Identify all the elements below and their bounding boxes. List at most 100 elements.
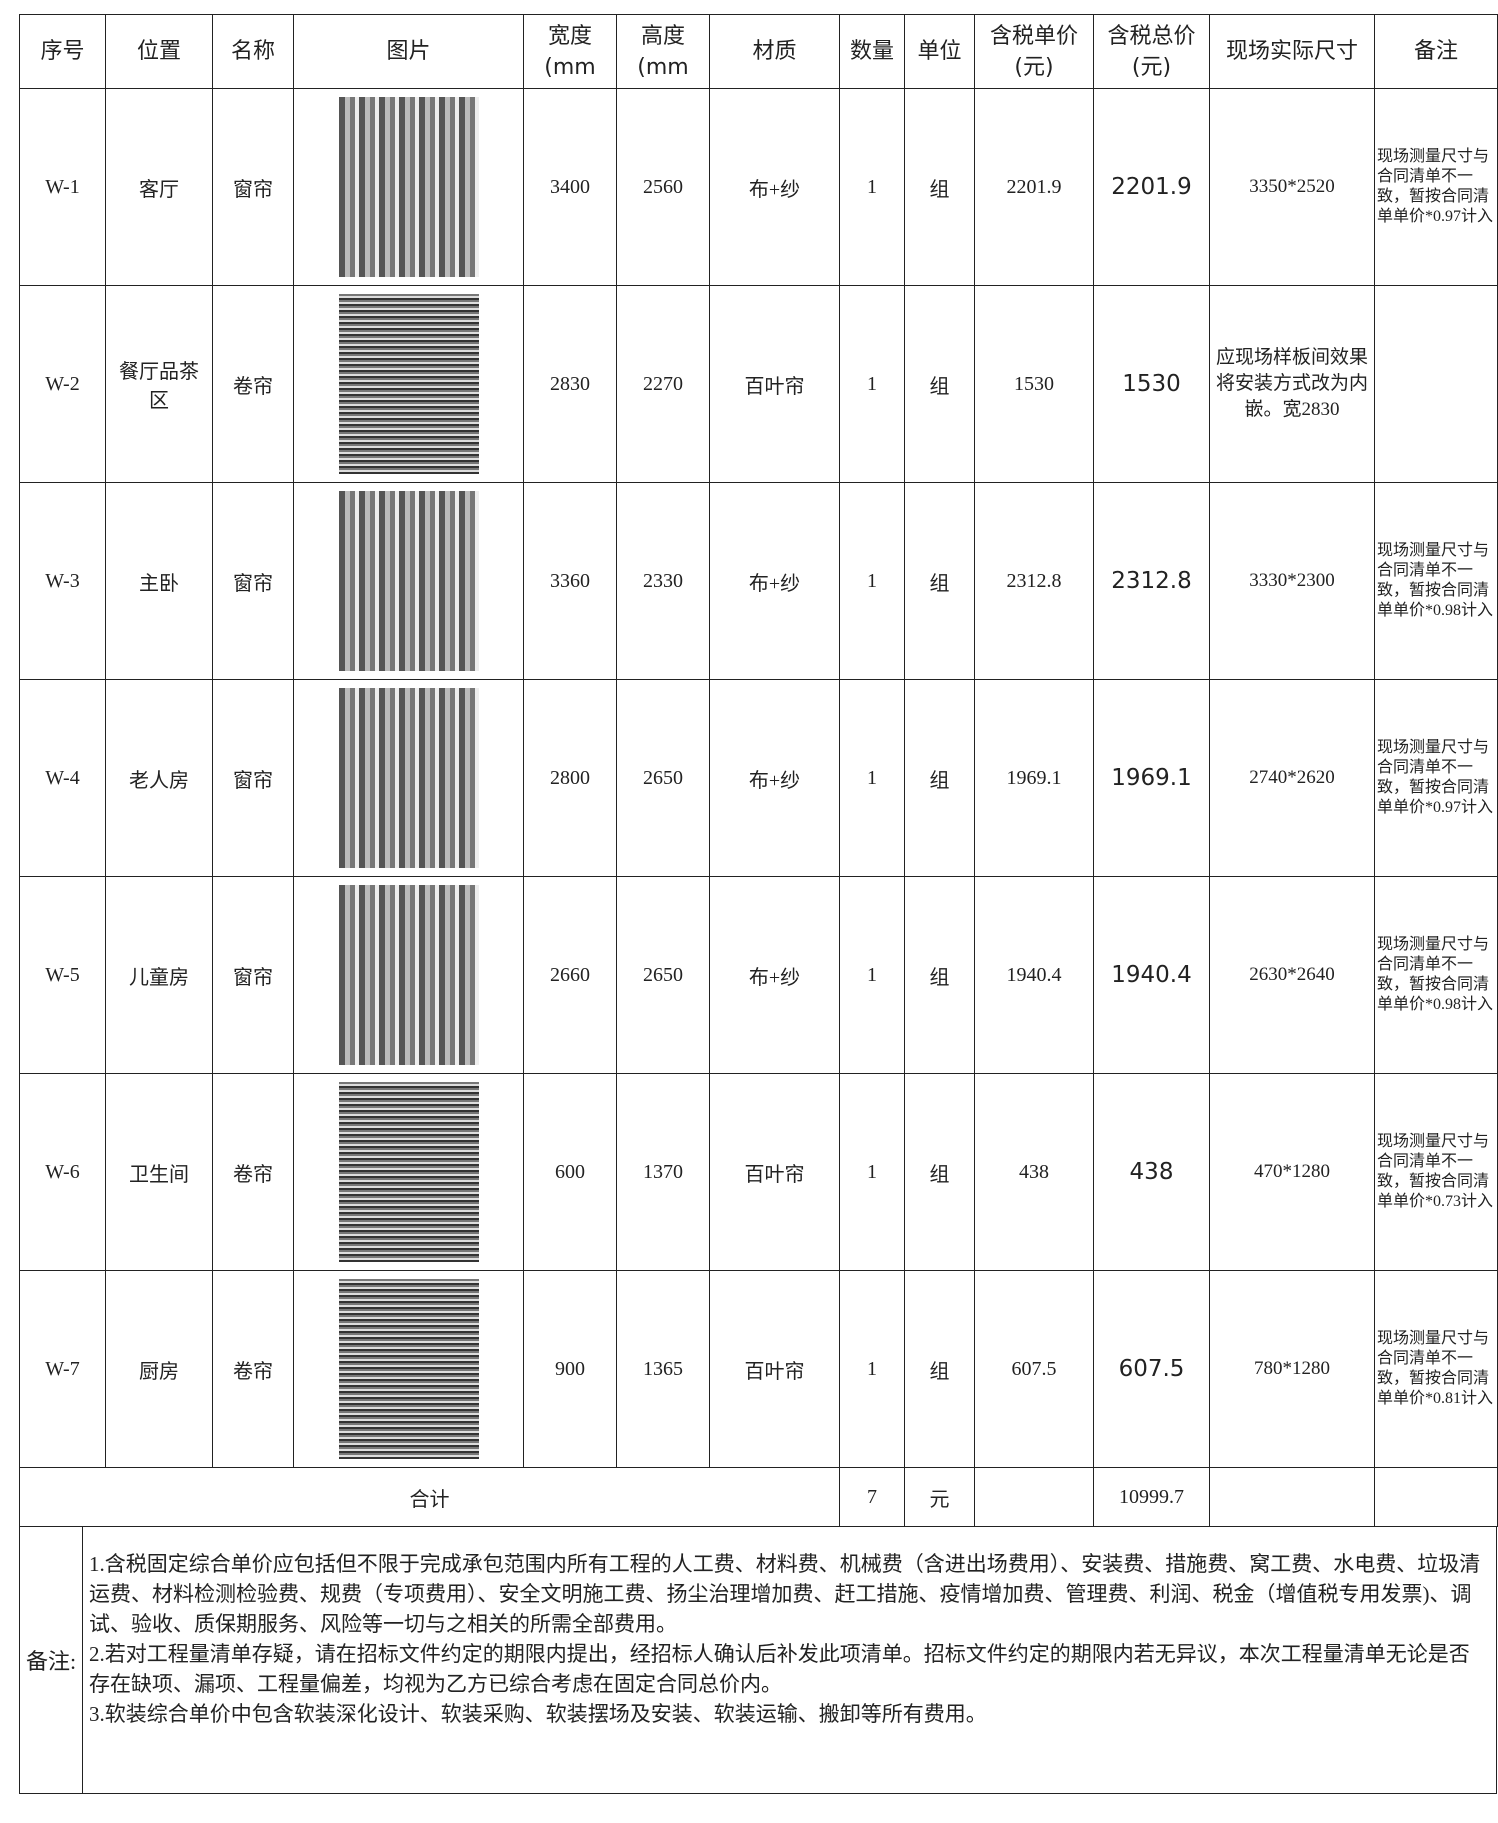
height-cell: 2650 xyxy=(616,679,710,877)
width-cell: 900 xyxy=(523,1270,617,1468)
width-cell: 3400 xyxy=(523,88,617,286)
id-cell: W-5 xyxy=(19,876,106,1074)
empty-cell xyxy=(1374,1467,1498,1527)
total-price-cell: 2201.9 xyxy=(1093,88,1210,286)
total-price: 10999.7 xyxy=(1093,1467,1210,1527)
material-cell: 布+纱 xyxy=(709,88,840,286)
table-row: W-3 主卧 窗帘 3360 2330 布+纱 1 组 2312.8 2312.8 3330*230… xyxy=(19,482,1498,680)
header-cell: 位置 xyxy=(105,14,213,89)
name-cell: 卷帘 xyxy=(212,1270,294,1468)
picture-cell xyxy=(293,876,524,1074)
width-cell: 600 xyxy=(523,1073,617,1271)
total-price-cell: 607.5 xyxy=(1093,1270,1210,1468)
table-row: W-2 餐厅品茶区 卷帘 2830 2270 百叶帘 1 组 1530 1530 应现场样板间效果将… xyxy=(19,285,1498,483)
unit-price-cell: 438 xyxy=(974,1073,1094,1271)
name-cell: 窗帘 xyxy=(212,679,294,877)
name-cell: 窗帘 xyxy=(212,88,294,286)
header-cell: 材质 xyxy=(709,14,840,89)
actual-size-cell: 2740*2620 xyxy=(1209,679,1375,877)
total-label: 合计 xyxy=(19,1467,840,1527)
remark-cell: 现场测量尺寸与合同清单不一致，暂按合同清单单价*0.97计入 xyxy=(1374,679,1498,877)
actual-size-cell: 470*1280 xyxy=(1209,1073,1375,1271)
total-row: 合计 7 元 10999.7 xyxy=(19,1467,1498,1527)
unit-price-cell: 2312.8 xyxy=(974,482,1094,680)
notes-body: 1.含税固定综合单价应包括但不限于完成承包范围内所有工程的人工费、材料费、机械费… xyxy=(83,1527,1496,1793)
header-cell: 现场实际尺寸 xyxy=(1209,14,1375,89)
header-cell: 含税总价 (元) xyxy=(1093,14,1210,89)
curtain-picture xyxy=(338,688,479,868)
qty-cell: 1 xyxy=(839,876,905,1074)
total-qty: 7 xyxy=(839,1467,905,1527)
picture-cell xyxy=(293,1073,524,1271)
name-cell: 卷帘 xyxy=(212,285,294,483)
location-cell: 卫生间 xyxy=(105,1073,213,1271)
location-cell: 老人房 xyxy=(105,679,213,877)
height-cell: 2270 xyxy=(616,285,710,483)
id-cell: W-6 xyxy=(19,1073,106,1271)
actual-size-cell: 3330*2300 xyxy=(1209,482,1375,680)
qty-cell: 1 xyxy=(839,482,905,680)
note-item: 1.含税固定综合单价应包括但不限于完成承包范围内所有工程的人工费、材料费、机械费… xyxy=(89,1552,1481,1636)
empty-cell xyxy=(1374,285,1498,483)
unit-price-cell: 2201.9 xyxy=(974,88,1094,286)
unit-cell: 组 xyxy=(904,1073,975,1271)
table-row: W-5 儿童房 窗帘 2660 2650 布+纱 1 组 1940.4 1940.4 2630*26… xyxy=(19,876,1498,1074)
qty-cell: 1 xyxy=(839,285,905,483)
header-cell: 名称 xyxy=(212,14,294,89)
location-cell: 儿童房 xyxy=(105,876,213,1074)
material-cell: 布+纱 xyxy=(709,482,840,680)
id-cell: W-3 xyxy=(19,482,106,680)
unit-price-cell: 1969.1 xyxy=(974,679,1094,877)
picture-cell xyxy=(293,1270,524,1468)
remark-cell: 现场测量尺寸与合同清单不一致，暂按合同清单单价*0.98计入 xyxy=(1374,876,1498,1074)
quote-table: 序号 位置 名称 图片 宽度 (mm 高度 (mm 材质 数量 单位 含税单价 (元) 含税总价 (… xyxy=(19,14,1498,1527)
empty-cell xyxy=(1209,1467,1375,1527)
table-body: W-1 客厅 窗帘 3400 2560 布+纱 1 组 2201.9 2201.9 3350*252… xyxy=(19,88,1498,1527)
id-cell: W-7 xyxy=(19,1270,106,1468)
note-item: 2.若对工程量清单存疑，请在招标文件约定的期限内提出，经招标人确认后补发此项清单… xyxy=(89,1642,1470,1696)
unit-cell: 组 xyxy=(904,482,975,680)
document: 序号 位置 名称 图片 宽度 (mm 高度 (mm 材质 数量 单位 含税单价 (元) 含税总价 (… xyxy=(19,14,1498,1794)
curtain-picture xyxy=(338,97,479,277)
height-cell: 2650 xyxy=(616,876,710,1074)
unit-cell: 组 xyxy=(904,876,975,1074)
total-unit: 元 xyxy=(904,1467,975,1527)
unit-cell: 组 xyxy=(904,679,975,877)
height-cell: 1370 xyxy=(616,1073,710,1271)
location-cell: 客厅 xyxy=(105,88,213,286)
picture-cell xyxy=(293,88,524,286)
qty-cell: 1 xyxy=(839,1073,905,1271)
header-row: 序号 位置 名称 图片 宽度 (mm 高度 (mm 材质 数量 单位 含税单价 (元) 含税总价 (… xyxy=(19,14,1498,89)
header-cell: 序号 xyxy=(19,14,106,89)
name-cell: 卷帘 xyxy=(212,1073,294,1271)
id-cell: W-4 xyxy=(19,679,106,877)
curtain-picture xyxy=(338,294,479,474)
name-cell: 窗帘 xyxy=(212,876,294,1074)
material-cell: 百叶帘 xyxy=(709,1073,840,1271)
qty-cell: 1 xyxy=(839,679,905,877)
total-price-cell: 1969.1 xyxy=(1093,679,1210,877)
unit-cell: 组 xyxy=(904,1270,975,1468)
unit-price-cell: 1940.4 xyxy=(974,876,1094,1074)
width-cell: 2800 xyxy=(523,679,617,877)
width-cell: 2830 xyxy=(523,285,617,483)
total-price-cell: 1530 xyxy=(1093,285,1210,483)
header-cell: 宽度 (mm xyxy=(523,14,617,89)
unit-cell: 组 xyxy=(904,88,975,286)
header-cell: 数量 xyxy=(839,14,905,89)
notes: 备注: 1.含税固定综合单价应包括但不限于完成承包范围内所有工程的人工费、材料费… xyxy=(19,1527,1497,1794)
header-cell: 备注 xyxy=(1374,14,1498,89)
remark-cell: 现场测量尺寸与合同清单不一致，暂按合同清单单价*0.97计入 xyxy=(1374,88,1498,286)
material-cell: 布+纱 xyxy=(709,679,840,877)
actual-size-cell: 2630*2640 xyxy=(1209,876,1375,1074)
height-cell: 1365 xyxy=(616,1270,710,1468)
unit-price-cell: 607.5 xyxy=(974,1270,1094,1468)
header-cell: 含税单价 (元) xyxy=(974,14,1094,89)
table-row: W-1 客厅 窗帘 3400 2560 布+纱 1 组 2201.9 2201.9 3350*252… xyxy=(19,88,1498,286)
id-cell: W-2 xyxy=(19,285,106,483)
actual-size-cell: 780*1280 xyxy=(1209,1270,1375,1468)
table-row: W-6 卫生间 卷帘 600 1370 百叶帘 1 组 438 438 470*1280 现场测量尺寸… xyxy=(19,1073,1498,1271)
height-cell: 2560 xyxy=(616,88,710,286)
total-price-cell: 2312.8 xyxy=(1093,482,1210,680)
